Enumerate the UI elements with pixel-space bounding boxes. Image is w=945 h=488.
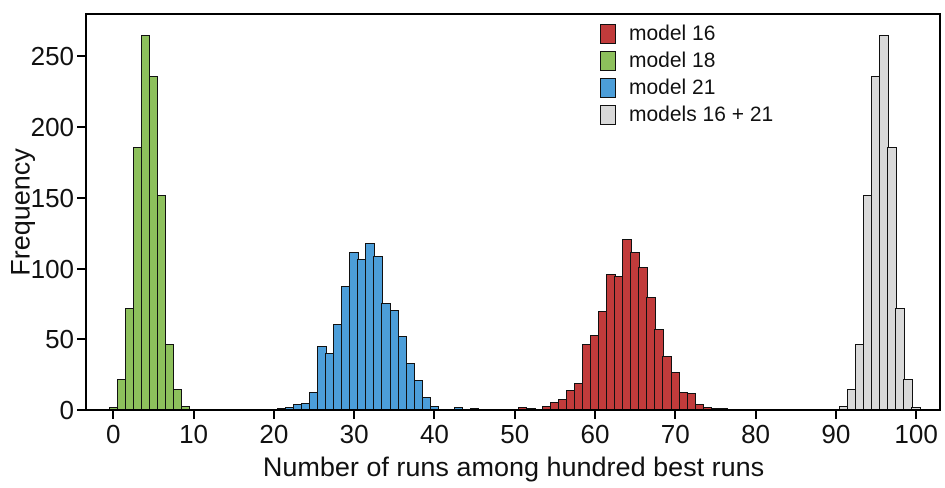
legend-swatch [600,105,616,125]
y-tick [77,409,85,411]
legend-swatch [600,51,616,71]
x-tick-label: 50 [500,419,530,449]
y-tick [77,126,85,129]
x-tick-label: 100 [894,419,938,449]
x-tick [112,411,115,419]
x-tick-label: 20 [259,419,289,449]
x-tick [834,411,837,419]
legend-swatch [600,24,616,44]
y-tick [77,338,85,341]
x-axis-title: Number of runs among hundred best runs [262,452,765,482]
x-tick-label: 40 [419,419,449,449]
x-tick [272,411,275,419]
x-tick-label: 30 [339,419,369,449]
x-tick-label: 10 [179,419,209,449]
y-tick [77,196,85,199]
x-tick [593,411,596,419]
x-tick [513,411,516,419]
plot-frame [85,13,941,411]
x-tick [192,411,195,419]
y-tick [77,267,85,270]
x-tick-label: 60 [580,419,610,449]
x-tick [353,411,356,419]
legend-label: model 16 [629,22,716,45]
x-tick [915,411,918,419]
legend-swatch [600,78,616,98]
y-tick-label: 150 [30,182,74,213]
legend-label: model 21 [629,76,716,99]
y-tick-label: 50 [45,324,74,355]
x-tick-label: 70 [660,419,690,449]
y-tick-label: 250 [30,41,74,72]
legend-label: models 16 + 21 [629,103,774,126]
y-tick-label: 200 [30,112,74,143]
legend-label: model 18 [629,49,716,72]
x-tick [674,411,677,419]
y-tick-label: 0 [59,395,74,425]
y-tick [77,55,85,58]
x-tick-label: 0 [106,419,121,449]
x-tick-label: 80 [741,419,770,449]
x-tick [754,411,757,419]
x-tick-label: 90 [821,419,851,449]
x-tick [433,411,436,419]
y-tick-label: 100 [30,253,74,284]
